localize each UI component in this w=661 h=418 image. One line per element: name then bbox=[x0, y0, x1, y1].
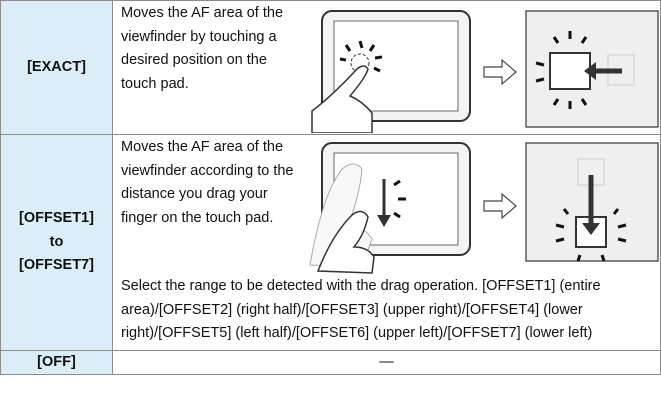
row-label: [OFFSET1] to [OFFSET7] bbox=[0, 134, 113, 351]
row-label: [EXACT] bbox=[0, 0, 113, 135]
description: Moves the AF area of the viewfinder by t… bbox=[121, 5, 284, 92]
note: Select the range to be detected with the… bbox=[121, 278, 601, 341]
table-row: [OFFSET1] to [OFFSET7] Moves the AF area… bbox=[0, 134, 661, 351]
table-row: [OFF] — bbox=[0, 349, 661, 375]
row-content: Moves the AF area of the viewfinder acco… bbox=[112, 134, 661, 351]
illustration bbox=[311, 10, 659, 133]
label-line: to bbox=[49, 233, 64, 250]
label-line: [OFFSET7] bbox=[19, 257, 94, 273]
row-label: [OFF] bbox=[0, 349, 113, 375]
settings-table: [EXACT] Moves the AF area of the viewfin… bbox=[0, 0, 661, 375]
row-content: Moves the AF area of the viewfinder by t… bbox=[112, 0, 661, 135]
description: — bbox=[112, 349, 661, 375]
table-row: [EXACT] Moves the AF area of the viewfin… bbox=[0, 0, 661, 135]
label-line: [OFFSET1] bbox=[19, 210, 94, 226]
illustration bbox=[309, 142, 659, 274]
description: Moves the AF area of the viewfinder acco… bbox=[121, 139, 294, 226]
